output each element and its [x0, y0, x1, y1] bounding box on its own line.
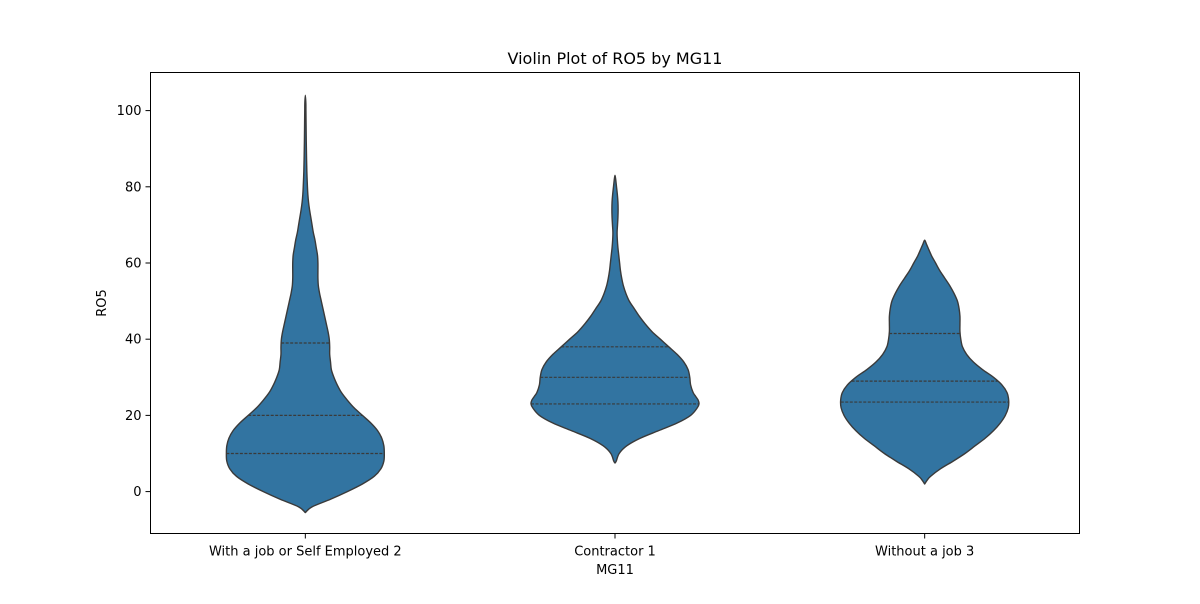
x-tick-label: With a job or Self Employed 2 [209, 545, 402, 560]
x-axis-label: MG11 [596, 563, 634, 578]
violin-body [225, 94, 386, 514]
y-tick-label: 40 [125, 333, 142, 348]
x-tick-label: Without a job 3 [875, 545, 974, 560]
violin-group [530, 174, 700, 464]
violin-group [225, 94, 386, 514]
y-tick-label: 60 [125, 257, 142, 272]
y-axis: 0 20 40 60 80 100 [117, 104, 151, 500]
violin-group [839, 239, 1010, 485]
y-tick-label: 100 [117, 104, 142, 119]
y-tick-label: 80 [125, 180, 142, 195]
y-axis-label: RO5 [95, 289, 110, 317]
chart-title: Violin Plot of RO5 by MG11 [508, 49, 723, 68]
violin-body [839, 239, 1010, 485]
x-tick-label: Contractor 1 [574, 545, 656, 560]
x-axis: With a job or Self Employed 2 Contractor … [209, 533, 974, 560]
y-tick-label: 20 [125, 409, 142, 424]
y-tick-label: 0 [133, 485, 141, 500]
violin-body [530, 174, 700, 464]
plot-area [225, 94, 1010, 514]
